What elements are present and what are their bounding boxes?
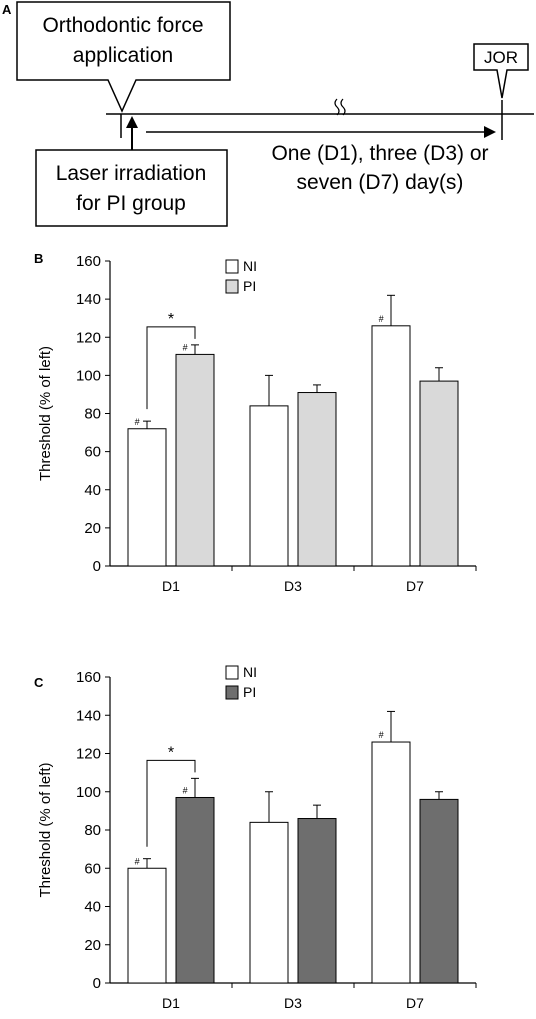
chart-b-x-tick-label-0: D1 <box>162 578 180 594</box>
chart-c-bar-pi-d7 <box>419 798 459 984</box>
chart-c: C Threshold (% of left) 0 20 40 60 80 100 120 140… <box>34 664 477 1011</box>
chart-c-y-tick-label-6: 120 <box>76 746 101 763</box>
chart-b-y-tick-label-5: 100 <box>76 367 101 384</box>
chart-c-y-tick-label-3: 60 <box>84 860 101 877</box>
chart-c-bar-pi-d3 <box>297 818 337 984</box>
chart-b-x-tick-label-2: D7 <box>406 578 424 594</box>
jor-callout-box <box>473 43 529 99</box>
force-label-line2: application <box>73 44 173 67</box>
chart-b: B Threshold (% of left) 0 20 40 60 80 100 120 140… <box>34 251 477 594</box>
chart-c-legend-swatch-pi <box>225 685 239 700</box>
chart-b-y-axis-label: Threshold (% of left) <box>37 346 54 481</box>
chart-b-hash-mark-ni-d1: # <box>134 417 140 427</box>
chart-c-significance-bracket <box>146 759 196 847</box>
chart-b-x-tick-label-1: D3 <box>284 578 302 594</box>
laser-label-line1: Laser irradiation <box>56 162 207 185</box>
chart-b-y-tick-label-7: 140 <box>76 291 101 308</box>
chart-b-y-tick-label-6: 120 <box>76 329 101 346</box>
timeline-diagram: A Orthodontic force application JOR Lase… <box>2 1 534 227</box>
chart-c-bar-pi-d1 <box>175 796 215 984</box>
chart-b-legend-label-ni: NI <box>243 258 257 274</box>
days-label-line1: One (D1), three (D3) or <box>271 142 488 165</box>
chart-b-y-tick-label-8: 160 <box>76 253 101 270</box>
chart-c-y-tick-label-4: 80 <box>84 822 101 839</box>
chart-c-hash-mark-ni-d1: # <box>134 856 140 866</box>
chart-c-x-tick-label-1: D3 <box>284 995 302 1011</box>
chart-b-y-tick-label-2: 40 <box>84 482 101 499</box>
chart-c-legend-label-ni: NI <box>243 664 257 680</box>
chart-b-y-tick-label-0: 0 <box>93 558 101 575</box>
laser-label-line2: for PI group <box>76 192 186 215</box>
chart-c-y-tick-label-1: 20 <box>84 937 101 954</box>
days-arrow-icon <box>484 126 496 138</box>
chart-c-bar-ni-d7 <box>371 741 411 984</box>
chart-c-y-tick-label-8: 160 <box>76 669 101 686</box>
laser-box <box>35 149 228 227</box>
chart-b-hash-mark-pi-d1: # <box>182 342 188 352</box>
break-mark-2 <box>340 98 346 116</box>
chart-c-legend-label-pi: PI <box>243 684 256 700</box>
force-label-line1: Orthodontic force <box>42 14 203 37</box>
days-label-line2: seven (D7) day(s) <box>297 171 464 194</box>
chart-b-legend-swatch-ni <box>225 259 239 274</box>
chart-b-y-tick-label-3: 60 <box>84 444 101 461</box>
chart-c-legend-swatch-ni <box>225 665 239 680</box>
force-callout-box <box>16 1 231 113</box>
chart-c-y-tick-label-7: 140 <box>76 707 101 724</box>
break-mark-1 <box>334 98 340 116</box>
chart-b-bar-ni-d7 <box>371 325 411 567</box>
chart-c-y-tick-label-2: 40 <box>84 899 101 916</box>
panel-label-a: A <box>2 2 12 17</box>
chart-b-bar-pi-d7 <box>419 380 459 567</box>
chart-b-legend-label-pi: PI <box>243 278 256 294</box>
chart-c-hash-mark-ni-d7: # <box>378 730 384 740</box>
laser-arrow-icon <box>126 116 138 128</box>
chart-b-panel-label: B <box>34 251 43 266</box>
chart-b-bar-ni-d3 <box>249 405 289 567</box>
chart-b-y-tick-label-1: 20 <box>84 520 101 537</box>
chart-c-x-tick-label-2: D7 <box>406 995 424 1011</box>
chart-c-bar-ni-d3 <box>249 821 289 984</box>
chart-b-bar-pi-d1 <box>175 353 215 567</box>
chart-c-y-tick-label-0: 0 <box>93 975 101 992</box>
chart-b-significance-star: * <box>168 311 174 328</box>
chart-c-x-tick-label-0: D1 <box>162 995 180 1011</box>
chart-b-hash-mark-ni-d7: # <box>378 314 384 324</box>
chart-b-legend-swatch-pi <box>225 279 239 294</box>
chart-c-significance-star: * <box>168 744 174 761</box>
jor-label: JOR <box>484 48 518 67</box>
chart-b-bar-ni-d1 <box>127 428 167 567</box>
chart-b-bar-pi-d3 <box>297 392 337 567</box>
chart-c-bar-ni-d1 <box>127 867 167 984</box>
chart-c-y-axis-label: Threshold (% of left) <box>37 762 54 897</box>
chart-b-significance-bracket <box>146 326 196 410</box>
chart-c-panel-label: C <box>34 675 44 690</box>
chart-c-hash-mark-pi-d1: # <box>182 785 188 795</box>
chart-c-y-tick-label-5: 100 <box>76 784 101 801</box>
chart-b-y-tick-label-4: 80 <box>84 406 101 423</box>
